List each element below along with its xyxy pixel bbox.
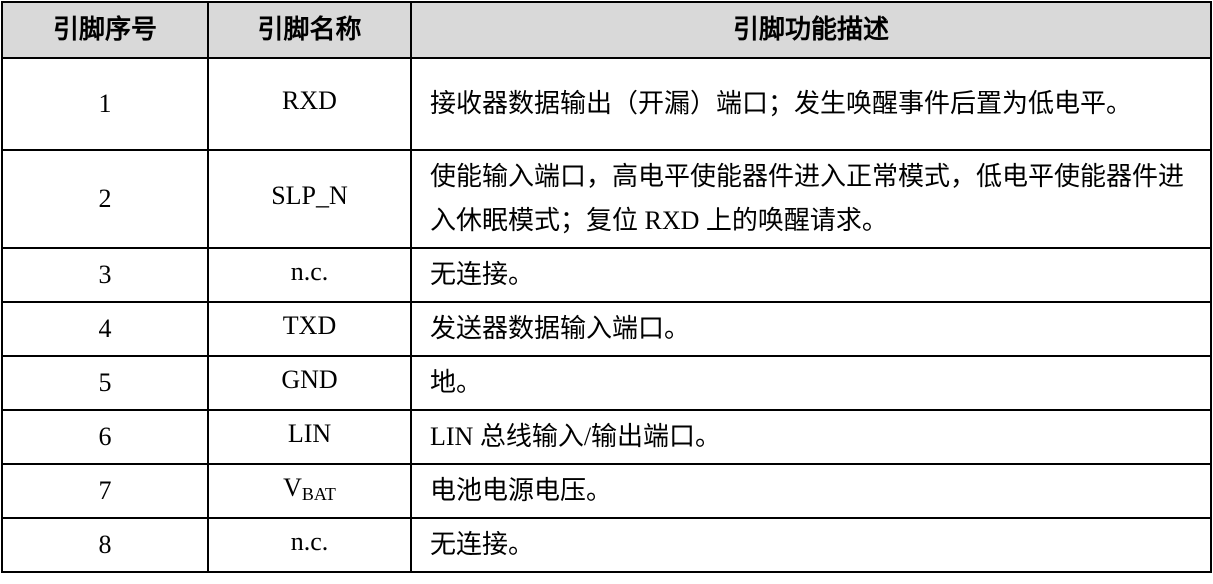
pin-name-text: LIN [287,419,332,448]
header-pin-number: 引脚序号 [1,1,209,59]
pin-number: 7 [1,463,209,519]
pin-number: 8 [1,517,209,573]
table-row: 3 n.c. 无连接。 [1,247,1212,303]
pin-description: 地。 [410,355,1212,411]
table-row: 6 LIN LIN 总线输入/输出端口。 [1,409,1212,465]
pin-name-text: SLP_N [271,181,348,210]
pin-description: 无连接。 [410,247,1212,303]
table-row: 5 GND 地。 [1,355,1212,411]
table-row: 8 n.c. 无连接。 [1,517,1212,573]
pin-name: n.c. [207,247,412,303]
table-row: 2 SLP_N 使能输入端口，高电平使能器件进入正常模式，低电平使能器件进入休眠… [1,149,1212,249]
table-row: 4 TXD 发送器数据输入端口。 [1,301,1212,357]
pin-name: SLP_N [207,149,412,249]
pin-number: 1 [1,57,209,151]
pin-name: RXD [207,57,412,151]
pin-description: LIN 总线输入/输出端口。 [410,409,1212,465]
header-row: 引脚序号 引脚名称 引脚功能描述 [1,1,1212,59]
pin-name-text: RXD [282,86,337,115]
pin-name: LIN [207,409,412,465]
pin-name-text: GND [281,365,338,394]
pin-name-subscript: BAT [301,484,336,504]
table-row: 7 VBAT 电池电源电压。 [1,463,1212,519]
pin-number: 4 [1,301,209,357]
pin-description: 发送器数据输入端口。 [410,301,1212,357]
header-pin-description: 引脚功能描述 [410,1,1212,59]
pin-number: 3 [1,247,209,303]
pin-name-text: n.c. [290,257,329,286]
pin-number: 2 [1,149,209,249]
pin-description: 接收器数据输出（开漏）端口；发生唤醒事件后置为低电平。 [410,57,1212,151]
pin-function-table: 引脚序号 引脚名称 引脚功能描述 1 RXD 接收器数据输出（开漏）端口；发生唤… [1,1,1212,573]
pin-name-text: TXD [282,311,337,340]
pin-description: 电池电源电压。 [410,463,1212,519]
table-row: 1 RXD 接收器数据输出（开漏）端口；发生唤醒事件后置为低电平。 [1,57,1212,151]
pin-name: GND [207,355,412,411]
pin-name: VBAT [207,463,412,519]
pin-name: n.c. [207,517,412,573]
pin-name-text: n.c. [290,527,329,556]
header-pin-name: 引脚名称 [207,1,412,59]
pin-number: 5 [1,355,209,411]
pin-description: 使能输入端口，高电平使能器件进入正常模式，低电平使能器件进入休眠模式；复位 RX… [410,149,1212,249]
pin-name-text: V [283,473,302,502]
pin-description: 无连接。 [410,517,1212,573]
pin-name: TXD [207,301,412,357]
pin-number: 6 [1,409,209,465]
